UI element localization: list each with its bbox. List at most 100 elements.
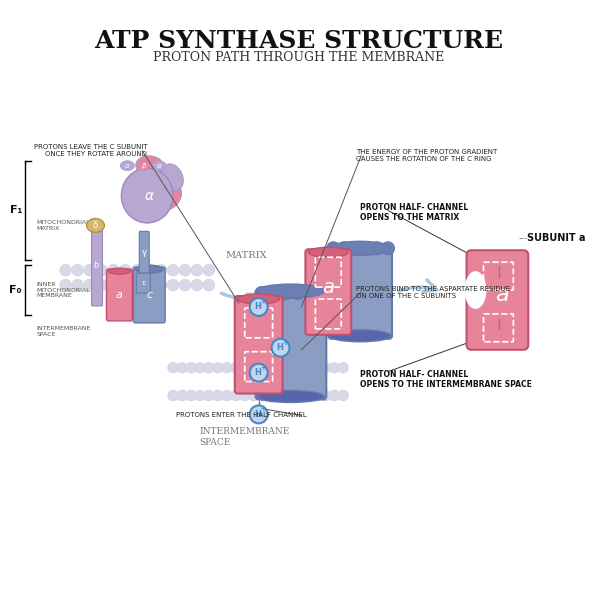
Circle shape: [221, 362, 232, 373]
Circle shape: [143, 264, 155, 276]
Circle shape: [203, 390, 214, 401]
Circle shape: [107, 279, 119, 291]
Text: δ: δ: [93, 221, 98, 230]
Circle shape: [212, 362, 223, 373]
Circle shape: [275, 362, 286, 373]
Circle shape: [221, 390, 232, 401]
Text: β: β: [141, 163, 146, 169]
Text: +: +: [260, 299, 266, 305]
Circle shape: [191, 264, 203, 276]
Circle shape: [203, 264, 215, 276]
Circle shape: [185, 390, 196, 401]
Circle shape: [167, 264, 179, 276]
Ellipse shape: [371, 242, 383, 255]
Circle shape: [95, 279, 107, 291]
Ellipse shape: [359, 242, 373, 255]
Ellipse shape: [152, 161, 166, 170]
FancyBboxPatch shape: [235, 296, 283, 394]
Ellipse shape: [121, 161, 134, 170]
Circle shape: [239, 362, 250, 373]
Ellipse shape: [329, 330, 391, 342]
Text: γ: γ: [142, 248, 147, 257]
Circle shape: [59, 279, 71, 291]
FancyBboxPatch shape: [328, 245, 392, 339]
Ellipse shape: [162, 164, 183, 190]
Ellipse shape: [136, 161, 150, 170]
FancyBboxPatch shape: [136, 273, 150, 293]
Ellipse shape: [255, 287, 268, 299]
FancyBboxPatch shape: [467, 250, 528, 350]
Circle shape: [191, 279, 203, 291]
Text: PROTONS ENTER THE HALF CHANNEL: PROTONS ENTER THE HALF CHANNEL: [176, 412, 307, 418]
Circle shape: [311, 362, 322, 373]
Circle shape: [329, 362, 340, 373]
Text: INTERMEMBRANE
SPACE: INTERMEMBRANE SPACE: [37, 326, 91, 337]
Text: α: α: [157, 163, 161, 169]
Text: α: α: [125, 163, 130, 169]
Circle shape: [293, 362, 304, 373]
Circle shape: [250, 406, 268, 424]
Circle shape: [131, 279, 143, 291]
Circle shape: [230, 390, 241, 401]
FancyBboxPatch shape: [305, 249, 351, 335]
Text: F₀: F₀: [10, 285, 22, 295]
Ellipse shape: [291, 287, 304, 299]
Circle shape: [275, 390, 286, 401]
Circle shape: [131, 264, 143, 276]
Circle shape: [167, 279, 179, 291]
Text: H: H: [254, 410, 261, 419]
Circle shape: [250, 364, 268, 382]
Circle shape: [284, 362, 295, 373]
Circle shape: [248, 362, 259, 373]
Text: PROTON HALF- CHANNEL
OPENS TO THE MATRIX: PROTON HALF- CHANNEL OPENS TO THE MATRIX: [360, 203, 469, 222]
FancyBboxPatch shape: [139, 232, 149, 273]
Text: +: +: [260, 365, 266, 371]
Text: INTERMEMBRANE
SPACE: INTERMEMBRANE SPACE: [199, 427, 289, 447]
Circle shape: [176, 390, 188, 401]
Ellipse shape: [86, 218, 104, 232]
Text: PROTON HALF- CHANNEL
OPENS TO THE INTERMEMBRANE SPACE: PROTON HALF- CHANNEL OPENS TO THE INTERM…: [360, 370, 532, 389]
Ellipse shape: [382, 242, 394, 255]
Circle shape: [119, 264, 131, 276]
Circle shape: [194, 362, 205, 373]
Text: PROTONS BIND TO THE ASPARTATE RESIDUE
ON ONE OF THE C SUBUNITS: PROTONS BIND TO THE ASPARTATE RESIDUE ON…: [356, 286, 510, 299]
Circle shape: [194, 390, 205, 401]
Circle shape: [266, 362, 277, 373]
Circle shape: [250, 298, 268, 316]
Text: F₁: F₁: [10, 205, 22, 215]
Circle shape: [302, 390, 313, 401]
Ellipse shape: [267, 287, 280, 299]
Ellipse shape: [327, 242, 340, 255]
Text: α: α: [145, 188, 154, 203]
Text: MATRIX: MATRIX: [226, 251, 268, 260]
Circle shape: [257, 390, 268, 401]
Ellipse shape: [349, 242, 362, 255]
Circle shape: [212, 390, 223, 401]
Circle shape: [203, 362, 214, 373]
Text: +: +: [260, 406, 266, 412]
Text: a: a: [322, 278, 334, 296]
Text: +: +: [283, 340, 289, 346]
Circle shape: [203, 279, 215, 291]
Ellipse shape: [238, 294, 280, 304]
Circle shape: [167, 390, 179, 401]
Ellipse shape: [327, 287, 340, 299]
Circle shape: [119, 279, 131, 291]
Text: b: b: [94, 260, 99, 269]
Circle shape: [320, 362, 331, 373]
FancyBboxPatch shape: [133, 267, 165, 323]
Circle shape: [71, 264, 83, 276]
Circle shape: [59, 264, 71, 276]
Ellipse shape: [338, 242, 350, 255]
FancyBboxPatch shape: [92, 224, 103, 306]
Ellipse shape: [303, 287, 316, 299]
Circle shape: [329, 390, 340, 401]
Circle shape: [167, 362, 179, 373]
FancyBboxPatch shape: [256, 289, 326, 400]
Ellipse shape: [136, 156, 164, 176]
Circle shape: [293, 390, 304, 401]
Ellipse shape: [279, 287, 292, 299]
Text: MITOCHONDRIAL
MATRIX: MITOCHONDRIAL MATRIX: [37, 220, 91, 231]
Circle shape: [83, 264, 95, 276]
Circle shape: [71, 279, 83, 291]
